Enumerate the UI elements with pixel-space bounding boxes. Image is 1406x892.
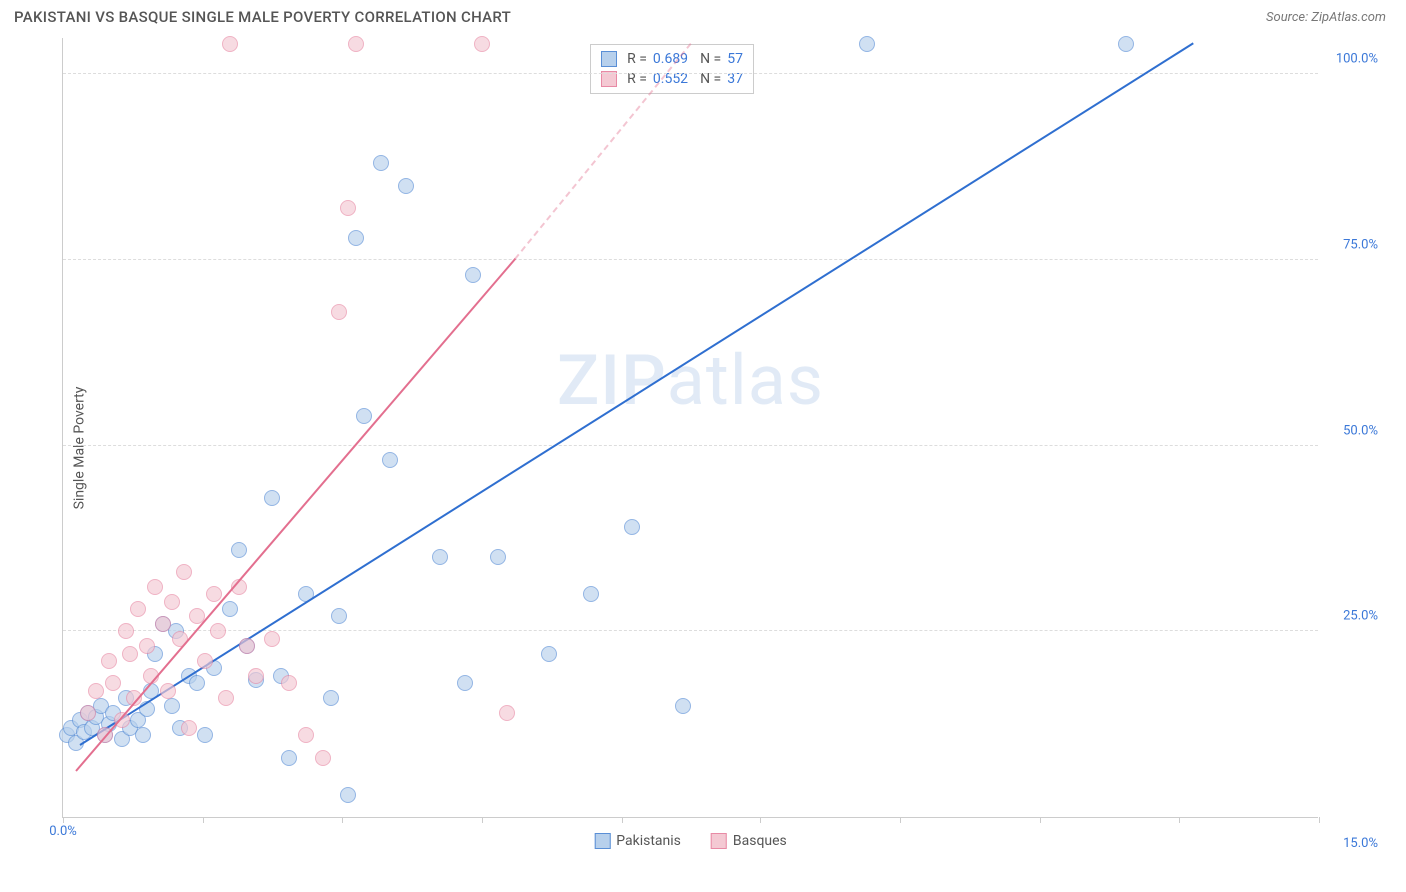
data-point <box>1118 36 1134 52</box>
data-point <box>181 720 197 736</box>
legend-item-pakistanis: Pakistanis <box>594 833 681 849</box>
x-tick-label: 15.0% <box>1343 836 1378 851</box>
x-tick-label: 0.0% <box>49 824 77 839</box>
data-point <box>231 542 247 558</box>
data-point <box>88 683 104 699</box>
watermark: ZIPatlas <box>557 340 824 422</box>
y-tick-label: 100.0% <box>1336 52 1378 67</box>
data-point <box>499 705 515 721</box>
legend-row-basques: R = 0.552 N = 37 <box>601 69 743 89</box>
data-point <box>331 304 347 320</box>
data-point <box>474 36 490 52</box>
bottom-legend: Pakistanis Basques <box>594 833 787 849</box>
x-tick <box>203 817 204 823</box>
gridline <box>63 73 1318 74</box>
data-point <box>490 549 506 565</box>
data-point <box>197 727 213 743</box>
data-point <box>348 230 364 246</box>
source-label: Source: ZipAtlas.com <box>1266 10 1386 25</box>
data-point <box>264 490 280 506</box>
data-point <box>155 616 171 632</box>
data-point <box>222 601 238 617</box>
data-point <box>135 727 151 743</box>
data-point <box>222 36 238 52</box>
data-point <box>348 36 364 52</box>
data-point <box>281 750 297 766</box>
data-point <box>465 267 481 283</box>
x-tick <box>482 817 483 823</box>
y-tick-label: 50.0% <box>1343 423 1378 438</box>
data-point <box>118 623 134 639</box>
data-point <box>583 586 599 602</box>
data-point <box>160 683 176 699</box>
data-point <box>624 519 640 535</box>
data-point <box>122 646 138 662</box>
data-point <box>859 36 875 52</box>
data-point <box>210 623 226 639</box>
data-point <box>101 653 117 669</box>
data-point <box>164 594 180 610</box>
data-point <box>398 178 414 194</box>
data-point <box>189 675 205 691</box>
trend-line <box>75 258 516 772</box>
stats-legend: R = 0.689 N = 57 R = 0.552 N = 37 <box>590 44 754 94</box>
x-tick <box>1040 817 1041 823</box>
data-point <box>176 564 192 580</box>
x-tick <box>900 817 901 823</box>
data-point <box>281 675 297 691</box>
data-point <box>298 727 314 743</box>
data-point <box>356 408 372 424</box>
data-point <box>105 675 121 691</box>
data-point <box>315 750 331 766</box>
data-point <box>248 668 264 684</box>
data-point <box>239 638 255 654</box>
data-point <box>264 631 280 647</box>
gridline <box>63 630 1318 631</box>
x-tick <box>622 817 623 823</box>
data-point <box>130 601 146 617</box>
data-point <box>340 200 356 216</box>
x-tick <box>63 817 64 823</box>
data-point <box>541 646 557 662</box>
y-tick-label: 25.0% <box>1343 609 1378 624</box>
data-point <box>382 452 398 468</box>
swatch-pakistanis <box>601 51 617 67</box>
swatch-icon <box>594 833 610 849</box>
x-tick <box>1179 817 1180 823</box>
legend-item-basques: Basques <box>711 833 787 849</box>
data-point <box>218 690 234 706</box>
y-tick-label: 75.0% <box>1343 237 1378 252</box>
x-tick <box>760 817 761 823</box>
data-point <box>164 698 180 714</box>
data-point <box>139 638 155 654</box>
chart-title: PAKISTANI VS BASQUE SINGLE MALE POVERTY … <box>14 8 511 26</box>
x-tick <box>342 817 343 823</box>
data-point <box>323 690 339 706</box>
gridline <box>63 259 1318 260</box>
plot-area: ZIPatlas R = 0.689 N = 57 R = 0.552 N = … <box>62 38 1318 818</box>
data-point <box>373 155 389 171</box>
data-point <box>340 787 356 803</box>
data-point <box>80 705 96 721</box>
data-point <box>331 608 347 624</box>
data-point <box>675 698 691 714</box>
swatch-icon <box>711 833 727 849</box>
data-point <box>197 653 213 669</box>
data-point <box>147 579 163 595</box>
data-point <box>432 549 448 565</box>
data-point <box>457 675 473 691</box>
x-tick <box>1319 817 1320 823</box>
gridline <box>63 445 1318 446</box>
data-point <box>206 586 222 602</box>
chart-container: Single Male Poverty ZIPatlas R = 0.689 N… <box>28 38 1388 858</box>
